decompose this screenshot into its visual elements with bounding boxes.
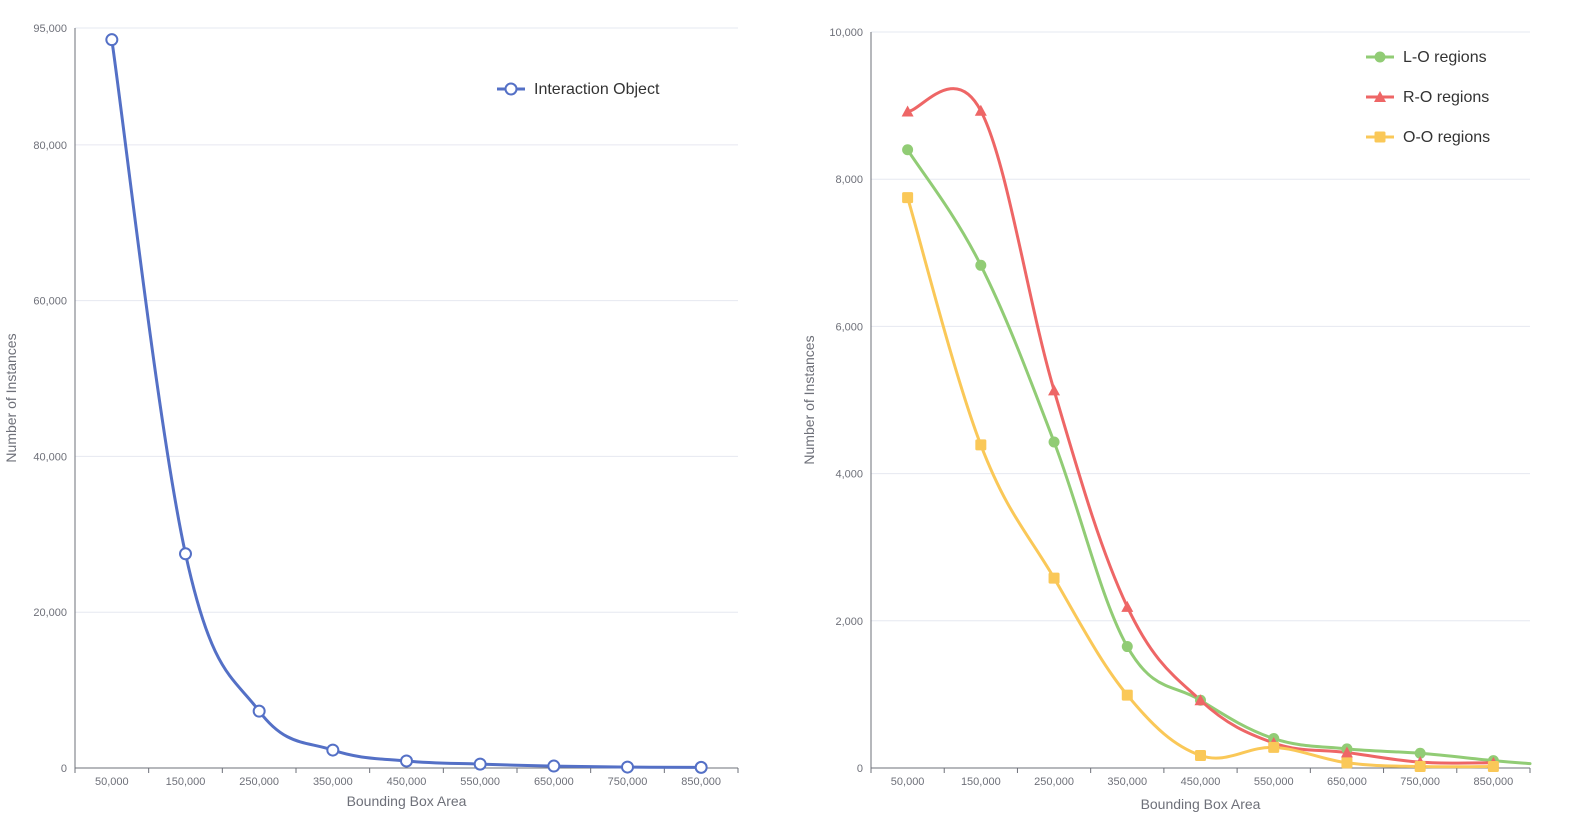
data-point[interactable] xyxy=(1048,436,1060,448)
data-point[interactable] xyxy=(1414,747,1426,759)
legend-marker[interactable] xyxy=(504,82,518,96)
y-tick-label: 4,000 xyxy=(835,469,863,481)
x-tick-label: 50,000 xyxy=(891,776,925,788)
x-tick-label: 250,000 xyxy=(1034,776,1074,788)
x-tick-label: 250,000 xyxy=(239,776,279,788)
data-point[interactable] xyxy=(1341,757,1353,769)
data-point[interactable] xyxy=(105,33,119,47)
legend-marker[interactable] xyxy=(1374,131,1386,143)
legend-marker[interactable] xyxy=(1374,51,1386,63)
legend-label[interactable]: Interaction Object xyxy=(534,81,660,98)
x-tick-label: 150,000 xyxy=(166,776,206,788)
x-tick-label: 750,000 xyxy=(1400,776,1440,788)
x-tick-label: 650,000 xyxy=(534,776,574,788)
x-tick-label: 850,000 xyxy=(681,776,721,788)
data-point[interactable] xyxy=(901,105,914,117)
y-tick-label: 95,000 xyxy=(33,23,67,35)
x-tick-label: 450,000 xyxy=(1181,776,1221,788)
x-tick-label: 450,000 xyxy=(387,776,427,788)
x-tick-label: 350,000 xyxy=(313,776,353,788)
y-tick-label: 6,000 xyxy=(835,321,863,333)
data-point[interactable] xyxy=(400,754,413,768)
data-point[interactable] xyxy=(179,547,192,561)
data-point[interactable] xyxy=(1194,694,1207,706)
data-point[interactable] xyxy=(1268,741,1280,753)
data-point[interactable] xyxy=(1195,749,1206,761)
chart-right: 0 2,000 4,000 6,000 8,000 10,000 50,000 150,000… xyxy=(801,27,1532,812)
legend-marker[interactable] xyxy=(1374,91,1386,102)
data-point[interactable] xyxy=(473,757,487,771)
y-tick-label: 10,000 xyxy=(829,27,863,39)
x-axis-title: Bounding Box Area xyxy=(347,793,467,809)
y-tick-label: 0 xyxy=(857,763,863,775)
y-tick-label: 60,000 xyxy=(33,296,67,308)
x-axis-title: Bounding Box Area xyxy=(1141,796,1261,812)
data-point[interactable] xyxy=(694,760,708,774)
x-tick-label: 750,000 xyxy=(608,776,648,788)
chart-left: 0 20,000 40,000 60,000 80,000 95,000 50,000 150… xyxy=(3,23,739,809)
legend-label[interactable]: O-O regions xyxy=(1403,129,1490,146)
data-point[interactable] xyxy=(252,704,266,718)
x-tick-label: 650,000 xyxy=(1327,776,1367,788)
y-axis-title: Number of Instances xyxy=(801,335,817,464)
data-point[interactable] xyxy=(621,760,634,774)
data-point[interactable] xyxy=(1121,600,1134,612)
series-line xyxy=(906,87,1495,765)
series-line xyxy=(906,148,1532,766)
data-point[interactable] xyxy=(1121,689,1133,701)
series-line xyxy=(110,38,703,769)
data-point[interactable] xyxy=(326,743,340,757)
legend-label[interactable]: R-O regions xyxy=(1403,89,1489,106)
data-point[interactable] xyxy=(975,439,987,451)
y-tick-label: 20,000 xyxy=(33,607,67,619)
y-axis-title: Number of Instances xyxy=(3,333,19,462)
x-tick-label: 350,000 xyxy=(1107,776,1147,788)
data-point[interactable] xyxy=(1340,746,1353,758)
data-point[interactable] xyxy=(1414,761,1426,773)
x-tick-label: 550,000 xyxy=(460,776,500,788)
data-point[interactable] xyxy=(1487,761,1499,773)
x-tick-label: 150,000 xyxy=(961,776,1001,788)
y-tick-label: 2,000 xyxy=(835,616,863,628)
series-line xyxy=(906,196,1495,769)
legend-label[interactable]: L-O regions xyxy=(1403,49,1487,66)
data-point[interactable] xyxy=(975,259,987,271)
y-tick-label: 40,000 xyxy=(33,451,67,463)
data-point[interactable] xyxy=(974,104,987,116)
data-point[interactable] xyxy=(547,759,561,773)
y-tick-label: 80,000 xyxy=(33,140,67,152)
x-tick-label: 550,000 xyxy=(1254,776,1294,788)
y-tick-label: 0 xyxy=(61,763,67,775)
data-point[interactable] xyxy=(902,144,914,156)
data-point[interactable] xyxy=(902,192,914,204)
data-point[interactable] xyxy=(1048,572,1060,584)
y-tick-label: 8,000 xyxy=(835,174,863,186)
x-tick-label: 50,000 xyxy=(95,776,129,788)
data-point[interactable] xyxy=(1121,641,1133,653)
data-point[interactable] xyxy=(1048,384,1061,396)
x-tick-label: 850,000 xyxy=(1474,776,1514,788)
